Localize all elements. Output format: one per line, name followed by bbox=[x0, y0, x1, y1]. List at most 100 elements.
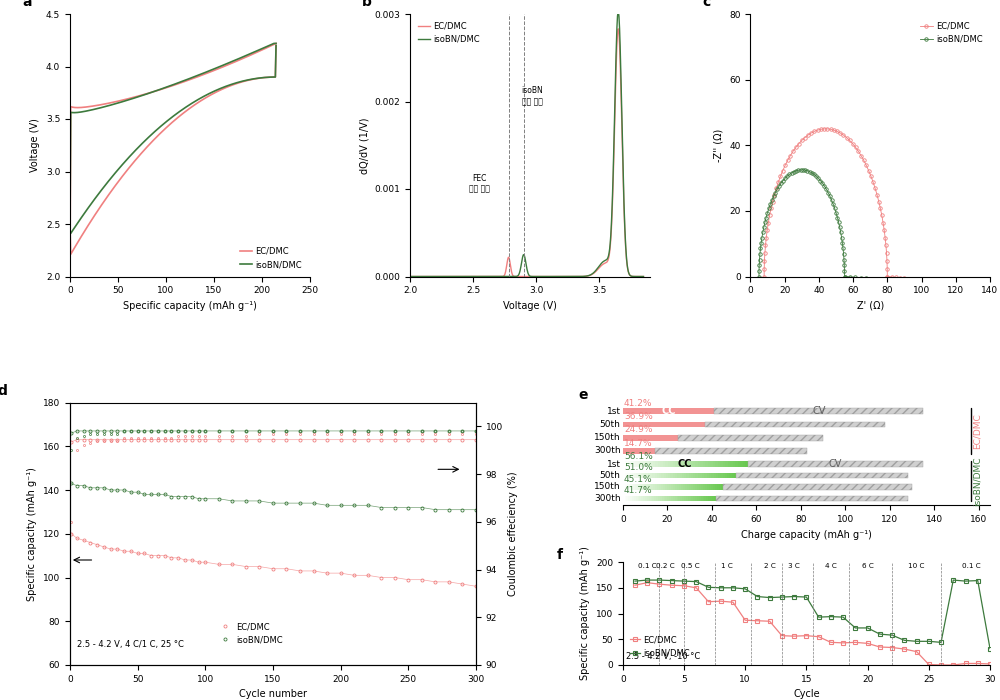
EC/DMC bbox=[898, 645, 910, 653]
isoBN/DMC bbox=[226, 497, 238, 505]
Line: EC/DMC: EC/DMC bbox=[762, 127, 992, 290]
Text: 150th: 150th bbox=[594, 433, 621, 442]
isoBN/DMC bbox=[84, 484, 96, 492]
isoBN/DMC bbox=[629, 577, 641, 585]
Bar bbox=[645, 473, 648, 478]
Bar bbox=[736, 473, 908, 478]
isoBN/DMC bbox=[898, 636, 910, 645]
Text: 51.0%: 51.0% bbox=[624, 463, 653, 473]
Bar bbox=[721, 484, 723, 490]
Legend: EC/DMC, isoBN/DMC: EC/DMC, isoBN/DMC bbox=[627, 632, 694, 661]
Bar bbox=[632, 473, 634, 478]
Legend: EC/DMC, isoBN/DMC: EC/DMC, isoBN/DMC bbox=[917, 18, 986, 47]
isoBN/DMC bbox=[165, 492, 177, 500]
EC/DMC bbox=[375, 573, 387, 582]
isoBN/DMC bbox=[172, 492, 184, 500]
Text: FEC
환원 분해: FEC 환원 분해 bbox=[469, 174, 490, 193]
isoBN/DMC bbox=[923, 637, 935, 645]
EC/DMC bbox=[776, 631, 788, 640]
isoBN/DMC bbox=[111, 486, 123, 494]
Bar bbox=[705, 484, 707, 490]
Line: isoBN/DMC: isoBN/DMC bbox=[633, 578, 992, 650]
Bar bbox=[643, 484, 645, 490]
Y-axis label: -Z'' (Ω): -Z'' (Ω) bbox=[714, 129, 724, 162]
Bar bbox=[686, 473, 689, 478]
isoBN/DMC bbox=[967, 282, 979, 290]
isoBN/DMC bbox=[837, 613, 849, 622]
Bar bbox=[703, 484, 705, 490]
Bar bbox=[653, 461, 655, 467]
Bar bbox=[656, 496, 658, 501]
EC/DMC bbox=[605, 230, 617, 239]
Bar bbox=[673, 461, 675, 467]
Bar bbox=[680, 473, 682, 478]
Bar bbox=[738, 461, 740, 467]
EC/DMC bbox=[443, 578, 455, 586]
Bar bbox=[627, 484, 629, 490]
isoBN/DMC bbox=[138, 490, 150, 498]
isoBN/DMC bbox=[739, 584, 751, 593]
Bar bbox=[702, 473, 704, 478]
EC/DMC bbox=[226, 560, 238, 568]
EC/DMC bbox=[98, 542, 110, 551]
isoBN/DMC bbox=[193, 494, 205, 503]
EC/DMC bbox=[280, 564, 292, 573]
Bar bbox=[743, 461, 745, 467]
isoBN/DMC bbox=[375, 503, 387, 512]
isoBN/DMC bbox=[71, 482, 83, 490]
Bar bbox=[707, 484, 709, 490]
isoBN/DMC bbox=[308, 499, 320, 508]
Text: 0.1 C: 0.1 C bbox=[638, 563, 657, 569]
isoBN/DMC bbox=[321, 501, 333, 510]
EC/DMC bbox=[125, 547, 137, 556]
Bar bbox=[703, 461, 705, 467]
EC/DMC bbox=[267, 564, 279, 573]
Bar bbox=[628, 461, 630, 467]
Bar bbox=[636, 473, 639, 478]
Bar bbox=[625, 484, 627, 490]
Bar bbox=[732, 473, 734, 478]
EC/DMC bbox=[270, 39, 282, 48]
isoBN/DMC bbox=[253, 497, 265, 505]
Bar bbox=[641, 473, 643, 478]
Bar bbox=[709, 473, 711, 478]
Text: 14.7%: 14.7% bbox=[624, 439, 653, 447]
EC/DMC bbox=[967, 282, 979, 290]
EC/DMC bbox=[813, 633, 825, 641]
Bar bbox=[691, 484, 693, 490]
Bar bbox=[633, 461, 635, 467]
X-axis label: Cycle number: Cycle number bbox=[239, 690, 307, 699]
Bar bbox=[705, 461, 708, 467]
Text: 0.5 C: 0.5 C bbox=[681, 563, 699, 569]
Text: 0.1 C: 0.1 C bbox=[962, 563, 981, 569]
Text: 45.1%: 45.1% bbox=[624, 475, 653, 484]
EC/DMC bbox=[172, 554, 184, 562]
isoBN/DMC bbox=[456, 505, 468, 514]
Bar bbox=[715, 461, 718, 467]
Bar bbox=[685, 461, 688, 467]
EC/DMC bbox=[145, 552, 157, 560]
Bar bbox=[623, 435, 678, 440]
EC/DMC bbox=[111, 545, 123, 553]
Bar bbox=[711, 473, 714, 478]
EC/DMC bbox=[193, 558, 205, 566]
Bar bbox=[657, 473, 659, 478]
isoBN/DMC bbox=[637, 272, 649, 281]
Bar bbox=[745, 461, 748, 467]
Bar bbox=[677, 496, 678, 501]
Text: 0.2 C: 0.2 C bbox=[656, 563, 675, 569]
Text: 41.7%: 41.7% bbox=[624, 486, 653, 495]
Bar bbox=[645, 484, 647, 490]
Bar bbox=[688, 461, 690, 467]
EC/DMC bbox=[637, 272, 649, 281]
EC/DMC bbox=[774, 172, 786, 181]
Bar bbox=[639, 484, 641, 490]
Text: 41.2%: 41.2% bbox=[624, 399, 652, 408]
Bar bbox=[714, 408, 923, 414]
Bar bbox=[689, 473, 691, 478]
Bar bbox=[680, 461, 683, 467]
Bar bbox=[654, 496, 656, 501]
EC/DMC bbox=[190, 73, 202, 81]
isoBN/DMC bbox=[702, 583, 714, 592]
isoBN/DMC bbox=[886, 631, 898, 639]
